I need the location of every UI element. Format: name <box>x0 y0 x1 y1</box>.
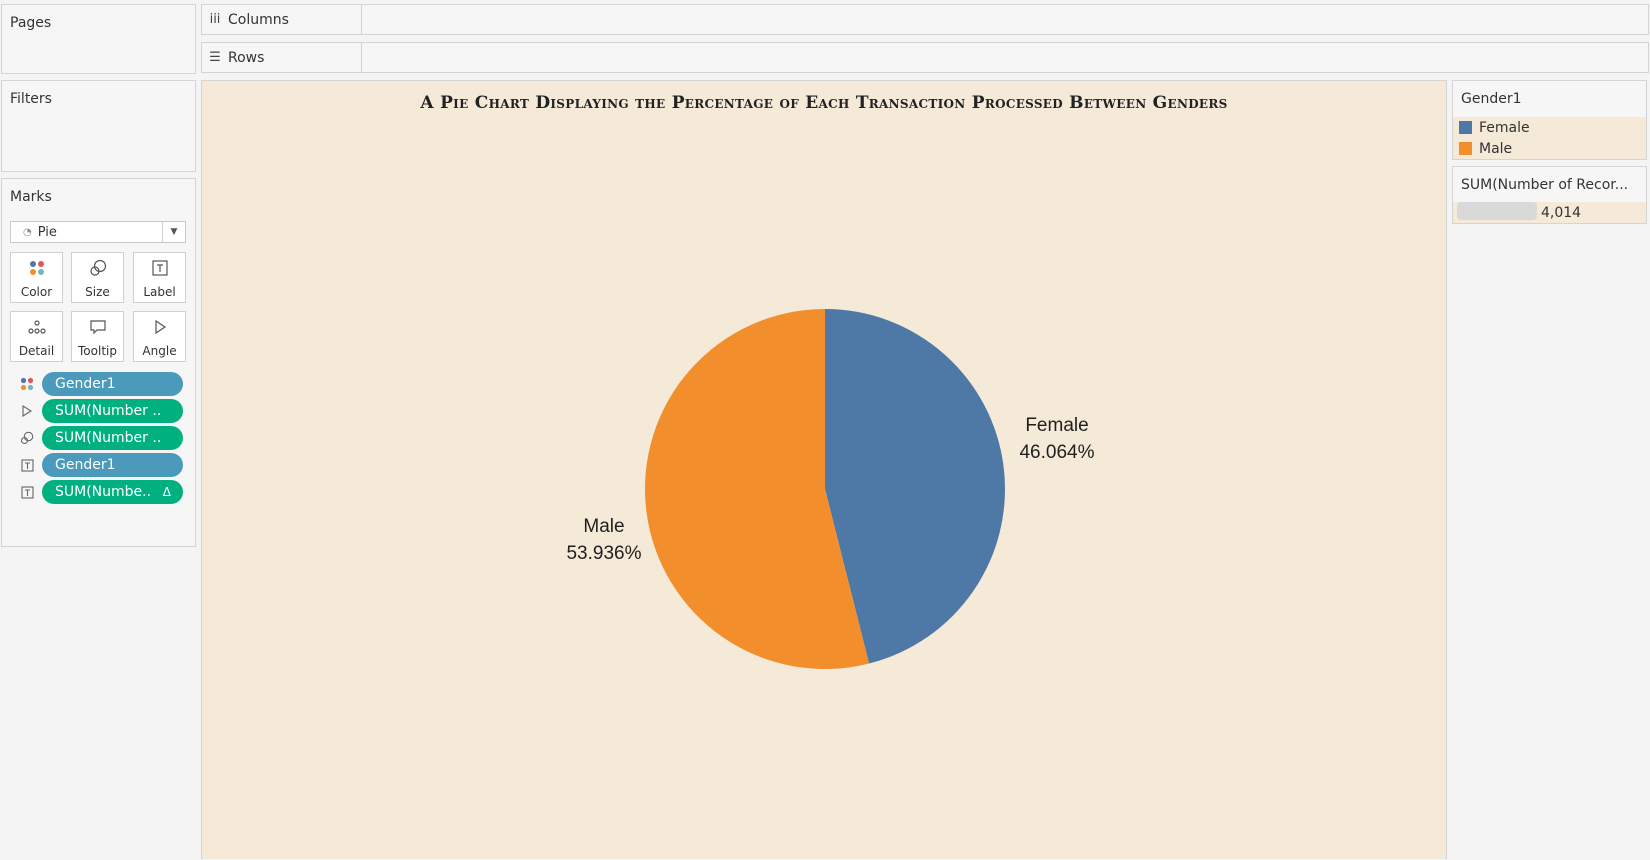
table-calc-delta-icon: Δ <box>162 485 171 499</box>
color-legend-title: Gender1 <box>1461 91 1522 107</box>
detail-button[interactable]: Detail <box>10 311 63 362</box>
label-icon <box>134 253 185 283</box>
color-button[interactable]: Color <box>10 252 63 303</box>
male-slice-name: Male <box>583 516 625 537</box>
label-icon <box>20 484 34 500</box>
label-button-label: Label <box>143 285 176 299</box>
female-slice-label: Female 46.064% <box>997 412 1117 466</box>
sum-records-label-pill[interactable]: SUM(Numbe.. Δ <box>42 480 183 504</box>
pill-row-label-dim: Gender1 <box>16 453 186 477</box>
tooltip-icon <box>72 312 123 342</box>
angle-icon <box>20 403 34 419</box>
detail-button-label: Detail <box>18 344 55 358</box>
chevron-down-icon[interactable]: ▼ <box>162 222 185 242</box>
tooltip-button[interactable]: Tooltip <box>71 311 124 362</box>
color-dots-icon <box>20 376 34 392</box>
sum-records-label-pill-text: SUM(Numbe.. <box>55 484 152 500</box>
rows-shelf-label: ☰ Rows <box>202 43 362 72</box>
color-dots-icon <box>11 253 62 283</box>
color-button-label: Color <box>20 285 53 299</box>
legend-item-female-label: Female <box>1479 119 1530 136</box>
mark-type-dropdown[interactable]: ◔ Pie ▼ <box>10 221 186 243</box>
size-legend-title: SUM(Number of Recor... <box>1461 177 1629 193</box>
rows-icon: ☰ <box>209 50 221 65</box>
female-swatch <box>1459 121 1472 134</box>
columns-icon: iii <box>209 12 221 27</box>
pill-row-color: Gender1 <box>16 372 186 396</box>
viz-area: A Pie Chart Displaying the Percentage of… <box>201 80 1447 859</box>
sum-records-size-pill[interactable]: SUM(Number .. <box>42 426 183 450</box>
pill-row-label-measure: SUM(Numbe.. Δ <box>16 480 186 504</box>
filters-card[interactable]: Filters <box>1 80 196 172</box>
marks-card: Marks ◔ Pie ▼ Color Size Label <box>1 178 196 547</box>
pie-chart <box>645 309 1006 670</box>
female-slice-value: 46.064% <box>1019 442 1095 463</box>
size-legend-row: 4,014 <box>1453 202 1646 223</box>
marks-title: Marks <box>10 189 52 205</box>
angle-button-label: Angle <box>142 344 177 358</box>
detail-icon <box>11 312 62 342</box>
rows-shelf[interactable]: ☰ Rows <box>201 42 1649 73</box>
label-icon <box>20 457 34 473</box>
pie-icon: ◔ <box>23 226 32 238</box>
size-legend: SUM(Number of Recor... 4,014 <box>1452 166 1647 224</box>
size-legend-value: 4,014 <box>1541 204 1582 221</box>
size-icon <box>72 253 123 283</box>
rows-label-text: Rows <box>228 49 265 66</box>
female-slice-name: Female <box>1025 415 1089 436</box>
male-slice-value: 53.936% <box>566 543 642 564</box>
columns-shelf-label: iii Columns <box>202 5 362 34</box>
pie-slice-male[interactable] <box>645 309 870 670</box>
columns-shelf[interactable]: iii Columns <box>201 4 1649 35</box>
size-icon <box>20 430 34 446</box>
pages-card: Pages <box>1 4 196 74</box>
color-legend: Gender1 Female Male <box>1452 80 1647 160</box>
chart-title: A Pie Chart Displaying the Percentage of… <box>420 93 1228 113</box>
filters-title: Filters <box>10 91 52 107</box>
legend-item-female[interactable]: Female <box>1453 117 1646 138</box>
mark-type-label: Pie <box>37 224 57 240</box>
angle-icon <box>134 312 185 342</box>
size-button[interactable]: Size <box>71 252 124 303</box>
pie-slice-female[interactable] <box>825 309 1006 664</box>
tooltip-button-label: Tooltip <box>78 344 117 358</box>
label-button[interactable]: Label <box>133 252 186 303</box>
angle-button[interactable]: Angle <box>133 311 186 362</box>
pill-row-angle: SUM(Number .. <box>16 399 186 423</box>
gender-color-pill[interactable]: Gender1 <box>42 372 183 396</box>
sum-records-angle-pill[interactable]: SUM(Number .. <box>42 399 183 423</box>
male-slice-label: Male 53.936% <box>549 513 659 567</box>
pill-row-size: SUM(Number .. <box>16 426 186 450</box>
gender-label-pill[interactable]: Gender1 <box>42 453 183 477</box>
size-legend-bar <box>1457 202 1537 220</box>
male-swatch <box>1459 142 1472 155</box>
legend-item-male-label: Male <box>1479 140 1513 157</box>
columns-label-text: Columns <box>228 11 289 28</box>
size-button-label: Size <box>85 285 110 299</box>
pages-title: Pages <box>10 15 52 31</box>
legend-item-male[interactable]: Male <box>1453 138 1646 159</box>
